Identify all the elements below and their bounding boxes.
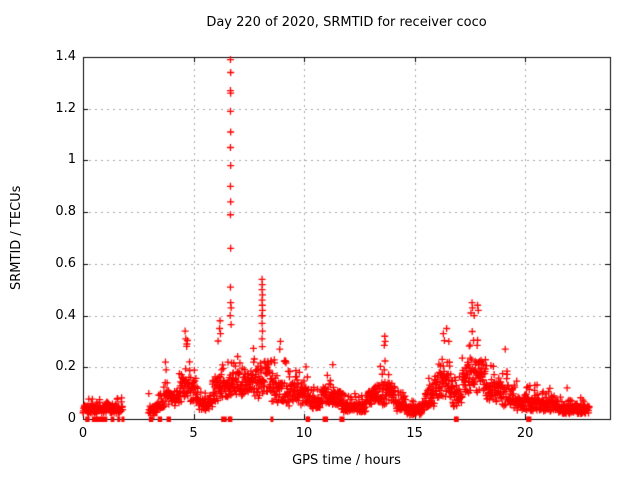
x-tick-label: 5 xyxy=(189,426,198,441)
y-tick-label: 0.2 xyxy=(55,359,76,375)
y-tick-label: 0.4 xyxy=(55,307,76,323)
y-tick-label: 0.6 xyxy=(55,255,76,271)
x-axis-label: GPS time / hours xyxy=(292,453,401,468)
x-tick-label: 15 xyxy=(406,426,423,441)
y-tick-label: 1.4 xyxy=(55,49,76,64)
x-tick-label: 0 xyxy=(78,426,88,441)
y-tick-label: 0 xyxy=(67,411,76,426)
chart-title: Day 220 of 2020, SRMTID for receiver coc… xyxy=(206,15,487,30)
y-tick-label: 0.8 xyxy=(55,204,76,220)
y-axis-label: SRMTID / TECUs xyxy=(9,185,24,291)
y-tick-label: 1 xyxy=(67,152,76,168)
x-tick-label: 10 xyxy=(295,426,313,441)
y-tick-label: 1.2 xyxy=(55,100,76,116)
x-tick-label: 20 xyxy=(516,426,534,441)
